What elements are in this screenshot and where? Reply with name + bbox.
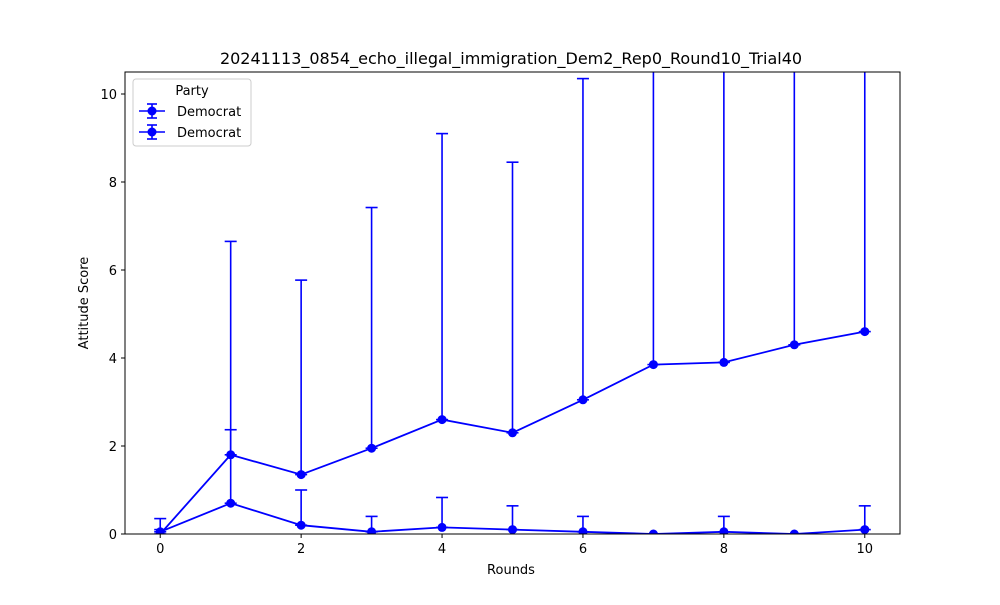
y-tick-label: 10 bbox=[100, 88, 117, 103]
legend-entry-1: Democrat bbox=[139, 103, 241, 120]
data-point bbox=[719, 357, 729, 367]
x-tick-label: 10 bbox=[856, 542, 873, 557]
y-tick-label: 4 bbox=[109, 352, 117, 367]
data-point bbox=[226, 498, 236, 508]
y-axis-label: Attitude Score bbox=[77, 257, 92, 350]
data-point bbox=[508, 428, 517, 438]
plot-content bbox=[154, 72, 871, 534]
data-point bbox=[367, 443, 377, 453]
legend-label: Democrat bbox=[177, 126, 241, 141]
axis-ticks: 0 2 4 6 8 10 0 2 4 6 8 10 bbox=[100, 88, 873, 557]
x-tick-label: 2 bbox=[297, 542, 305, 557]
legend-marker bbox=[147, 106, 157, 116]
data-point bbox=[437, 415, 447, 425]
y-tick-label: 6 bbox=[109, 264, 117, 279]
legend-frame bbox=[132, 78, 252, 147]
data-point bbox=[860, 327, 870, 337]
data-point bbox=[648, 529, 658, 534]
data-point bbox=[508, 525, 517, 534]
data-point bbox=[296, 520, 306, 530]
data-point bbox=[789, 340, 799, 350]
y-tick-label: 0 bbox=[109, 528, 117, 543]
series-2 bbox=[154, 428, 871, 534]
data-point bbox=[578, 527, 588, 534]
data-point bbox=[648, 360, 658, 370]
data-point bbox=[367, 527, 377, 534]
legend-title: Party bbox=[175, 84, 209, 99]
legend-label: Democrat bbox=[177, 105, 241, 120]
x-tick-label: 0 bbox=[156, 542, 164, 557]
data-point bbox=[296, 470, 306, 480]
x-tick-label: 8 bbox=[720, 542, 728, 557]
data-point bbox=[860, 525, 870, 534]
data-point bbox=[719, 527, 729, 534]
legend-marker bbox=[147, 127, 157, 137]
data-point bbox=[789, 529, 799, 534]
x-tick-label: 6 bbox=[579, 542, 587, 557]
x-axis-label: Rounds bbox=[487, 563, 535, 578]
data-point bbox=[437, 522, 447, 532]
legend-entry-2: Democrat bbox=[139, 124, 241, 141]
data-point bbox=[155, 527, 165, 534]
plot-frame bbox=[124, 71, 901, 535]
series-1 bbox=[154, 72, 871, 534]
chart-title: 20241113_0854_echo_illegal_immigration_D… bbox=[220, 49, 802, 69]
plot-area bbox=[124, 71, 901, 535]
x-tick-label: 4 bbox=[438, 542, 446, 557]
y-tick-label: 8 bbox=[109, 176, 117, 191]
legend: Party Democrat Democrat bbox=[132, 78, 252, 147]
y-tick-label: 2 bbox=[109, 440, 117, 455]
data-point bbox=[578, 395, 588, 405]
